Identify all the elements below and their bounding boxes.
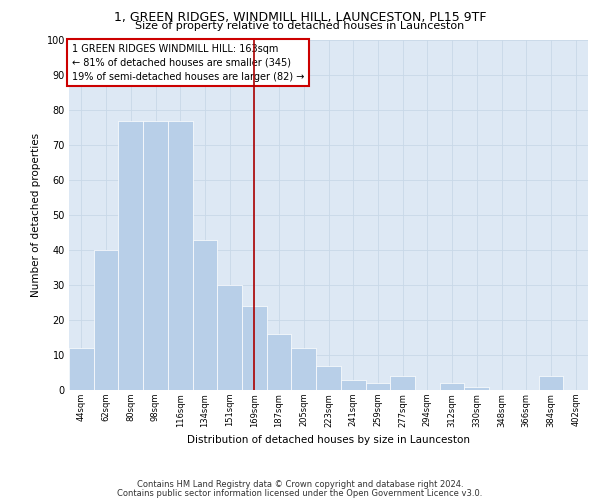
Text: Contains HM Land Registry data © Crown copyright and database right 2024.: Contains HM Land Registry data © Crown c… bbox=[137, 480, 463, 489]
X-axis label: Distribution of detached houses by size in Launceston: Distribution of detached houses by size … bbox=[187, 435, 470, 445]
Bar bbox=[94, 250, 118, 390]
Text: Contains public sector information licensed under the Open Government Licence v3: Contains public sector information licen… bbox=[118, 488, 482, 498]
Text: Size of property relative to detached houses in Launceston: Size of property relative to detached ho… bbox=[136, 21, 464, 31]
Bar bbox=[267, 334, 292, 390]
Bar bbox=[539, 376, 563, 390]
Text: 1, GREEN RIDGES, WINDMILL HILL, LAUNCESTON, PL15 9TF: 1, GREEN RIDGES, WINDMILL HILL, LAUNCEST… bbox=[114, 11, 486, 24]
Y-axis label: Number of detached properties: Number of detached properties bbox=[31, 133, 41, 297]
Text: 1 GREEN RIDGES WINDMILL HILL: 163sqm
← 81% of detached houses are smaller (345)
: 1 GREEN RIDGES WINDMILL HILL: 163sqm ← 8… bbox=[71, 44, 304, 82]
Bar bbox=[365, 383, 390, 390]
Bar bbox=[168, 120, 193, 390]
Bar bbox=[143, 120, 168, 390]
Bar bbox=[118, 120, 143, 390]
Bar bbox=[193, 240, 217, 390]
Bar bbox=[316, 366, 341, 390]
Bar bbox=[341, 380, 365, 390]
Bar bbox=[242, 306, 267, 390]
Bar bbox=[69, 348, 94, 390]
Bar bbox=[292, 348, 316, 390]
Bar bbox=[390, 376, 415, 390]
Bar bbox=[217, 285, 242, 390]
Bar bbox=[440, 383, 464, 390]
Bar bbox=[464, 386, 489, 390]
